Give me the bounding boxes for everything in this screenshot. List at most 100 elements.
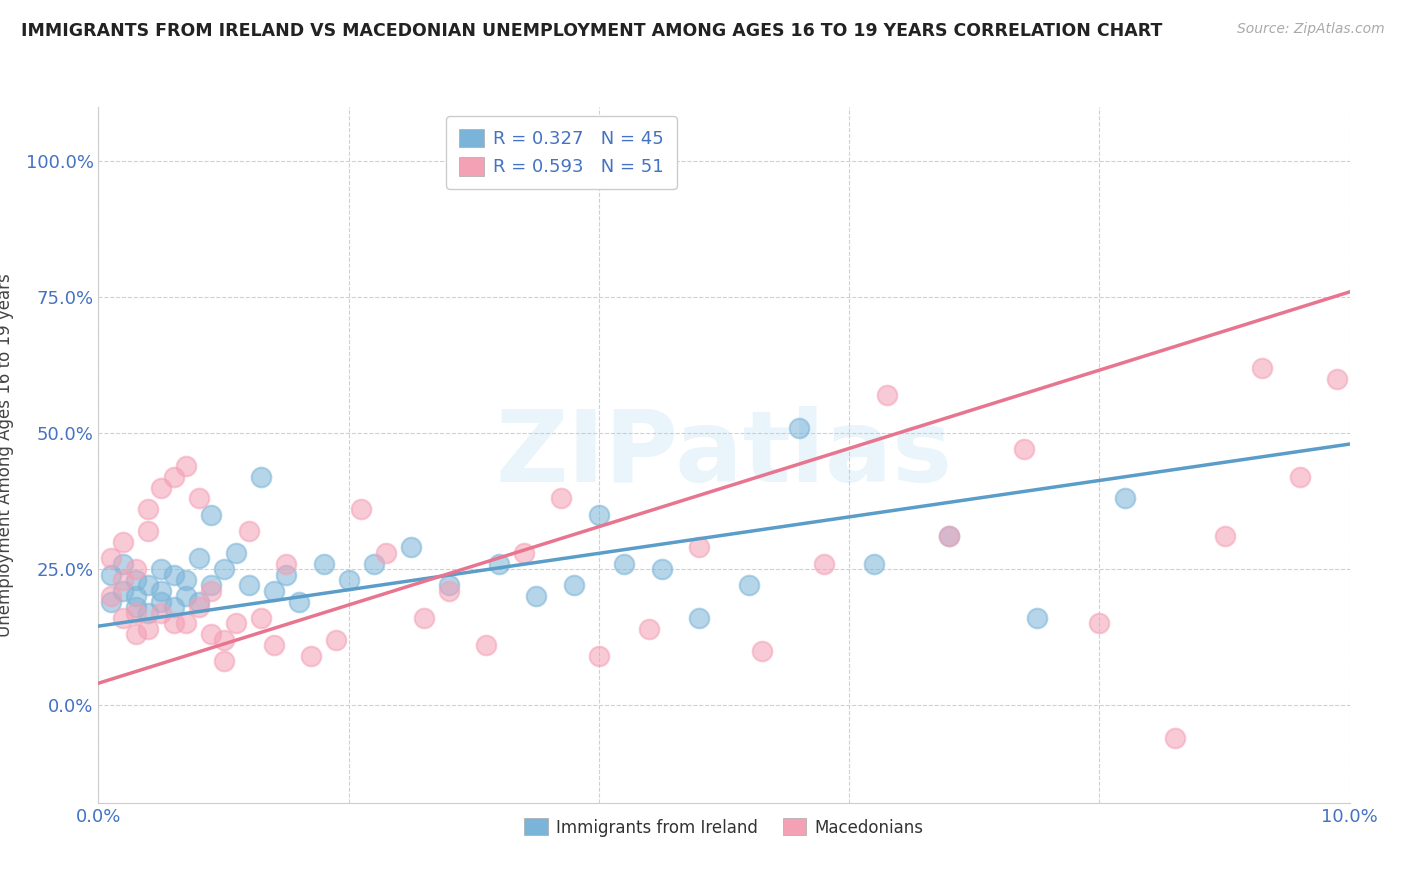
Point	[112, 557, 135, 571]
Point	[350, 502, 373, 516]
Point	[138, 606, 160, 620]
Point	[263, 638, 285, 652]
Point	[412, 611, 434, 625]
Point	[550, 491, 572, 506]
Point	[337, 573, 360, 587]
Point	[225, 546, 247, 560]
Point	[174, 589, 197, 603]
Point	[125, 627, 148, 641]
Point	[650, 562, 672, 576]
Point	[174, 616, 197, 631]
Point	[125, 606, 148, 620]
Point	[401, 541, 423, 555]
Point	[112, 611, 135, 625]
Point	[212, 655, 235, 669]
Point	[312, 557, 335, 571]
Point	[238, 524, 260, 538]
Point	[150, 595, 173, 609]
Point	[287, 595, 309, 609]
Point	[475, 638, 498, 652]
Point	[225, 616, 247, 631]
Point	[938, 529, 960, 543]
Point	[150, 481, 173, 495]
Point	[513, 546, 536, 560]
Legend: Immigrants from Ireland, Macedonians: Immigrants from Ireland, Macedonians	[517, 812, 931, 843]
Point	[238, 578, 260, 592]
Point	[250, 469, 273, 483]
Y-axis label: Unemployment Among Ages 16 to 19 years: Unemployment Among Ages 16 to 19 years	[0, 273, 14, 637]
Point	[187, 600, 209, 615]
Point	[787, 421, 810, 435]
Point	[162, 600, 184, 615]
Point	[125, 600, 148, 615]
Point	[250, 611, 273, 625]
Point	[613, 557, 636, 571]
Point	[100, 551, 122, 566]
Point	[138, 622, 160, 636]
Point	[688, 611, 710, 625]
Point	[813, 557, 835, 571]
Point	[150, 606, 173, 620]
Point	[200, 627, 222, 641]
Point	[1114, 491, 1136, 506]
Point	[200, 508, 222, 522]
Point	[938, 529, 960, 543]
Point	[274, 557, 298, 571]
Text: ZIPatlas: ZIPatlas	[496, 407, 952, 503]
Text: Source: ZipAtlas.com: Source: ZipAtlas.com	[1237, 22, 1385, 37]
Text: IMMIGRANTS FROM IRELAND VS MACEDONIAN UNEMPLOYMENT AMONG AGES 16 TO 19 YEARS COR: IMMIGRANTS FROM IRELAND VS MACEDONIAN UN…	[21, 22, 1163, 40]
Point	[100, 589, 122, 603]
Point	[1251, 360, 1274, 375]
Point	[174, 458, 197, 473]
Point	[437, 578, 460, 592]
Point	[1088, 616, 1111, 631]
Point	[363, 557, 385, 571]
Point	[876, 388, 898, 402]
Point	[200, 583, 222, 598]
Point	[688, 541, 710, 555]
Point	[125, 589, 148, 603]
Point	[588, 508, 610, 522]
Point	[1163, 731, 1185, 745]
Point	[1326, 372, 1348, 386]
Point	[863, 557, 886, 571]
Point	[174, 573, 197, 587]
Point	[162, 469, 184, 483]
Point	[150, 583, 173, 598]
Point	[562, 578, 585, 592]
Point	[187, 491, 209, 506]
Point	[437, 583, 460, 598]
Point	[274, 567, 298, 582]
Point	[325, 632, 347, 647]
Point	[1014, 442, 1036, 457]
Point	[1288, 469, 1310, 483]
Point	[162, 616, 184, 631]
Point	[100, 567, 122, 582]
Point	[212, 632, 235, 647]
Point	[263, 583, 285, 598]
Point	[150, 562, 173, 576]
Point	[138, 524, 160, 538]
Point	[112, 573, 135, 587]
Point	[588, 648, 610, 663]
Point	[138, 578, 160, 592]
Point	[187, 595, 209, 609]
Point	[162, 567, 184, 582]
Point	[100, 595, 122, 609]
Point	[638, 622, 661, 636]
Point	[200, 578, 222, 592]
Point	[738, 578, 761, 592]
Point	[299, 648, 322, 663]
Point	[1213, 529, 1236, 543]
Point	[125, 573, 148, 587]
Point	[138, 502, 160, 516]
Point	[375, 546, 398, 560]
Point	[751, 643, 773, 657]
Point	[112, 534, 135, 549]
Point	[1026, 611, 1049, 625]
Point	[187, 551, 209, 566]
Point	[212, 562, 235, 576]
Point	[488, 557, 510, 571]
Point	[526, 589, 548, 603]
Point	[125, 562, 148, 576]
